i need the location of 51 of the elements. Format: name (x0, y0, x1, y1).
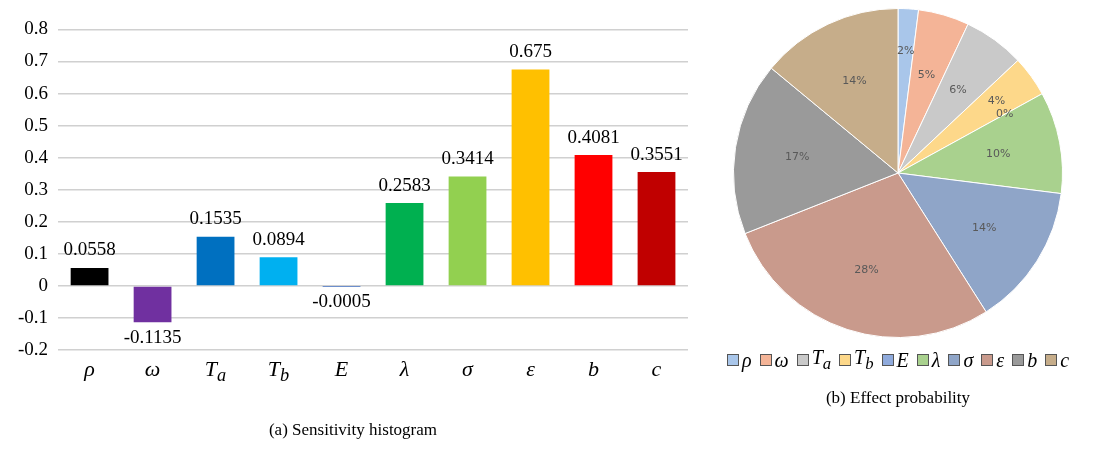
x-tick-label: c (650, 356, 663, 382)
text: (b) Effect probability (825, 388, 971, 408)
bar (574, 155, 613, 286)
data-label: 0.3551 (630, 142, 683, 164)
data-label: 14% (971, 220, 997, 234)
data-label: -0.1135 (123, 325, 182, 347)
y-tick-label: 0.6 (24, 81, 49, 103)
data-label: 28% (854, 262, 879, 276)
data-label: 2% (896, 44, 915, 58)
data-label: 10% (985, 146, 1011, 160)
y-tick-label: 0.2 (24, 209, 49, 231)
bar (511, 69, 550, 286)
x-tick-label: T$_{a}$ (203, 356, 228, 388)
data-label: -0.0005 (312, 290, 371, 312)
data-label: 0.0894 (252, 227, 306, 249)
data-label: 0.3414 (441, 146, 495, 168)
y-tick-label: 0.3 (24, 177, 49, 199)
bar (196, 236, 235, 286)
y-tick-label: -0.1 (18, 305, 49, 327)
x-tick-label: E (333, 356, 350, 382)
data-label: 17% (785, 149, 810, 163)
y-tick-label: 0.4 (24, 145, 49, 167)
y-tick-label: 0.7 (24, 49, 49, 71)
x-tick-label: ε (525, 356, 536, 382)
data-label: 0.1535 (189, 207, 242, 229)
bar (637, 172, 676, 286)
x-tick-label: ω (143, 356, 162, 382)
y-tick-label: 0.1 (24, 241, 49, 263)
data-label: 0.2583 (378, 173, 431, 195)
y-tick-label: 0.8 (24, 17, 49, 39)
y-tick-label: -0.2 (18, 337, 49, 359)
data-label: 5% (917, 67, 936, 81)
y-tick-label: 0 (38, 273, 49, 295)
y-tick-label: 0.5 (24, 113, 49, 135)
bar (385, 203, 424, 286)
x-tick-label: T$_{b}$ (266, 356, 291, 388)
bar (259, 257, 298, 286)
x-tick-label: ρ (82, 356, 96, 382)
data-label: 4% (987, 94, 1006, 108)
data-label: 6% (949, 83, 967, 97)
x-tick-label: σ (461, 356, 475, 382)
bar (70, 267, 109, 286)
data-label: 0.0558 (63, 238, 116, 260)
data-label: 0.4081 (567, 125, 620, 147)
text: (a) Sensitivity histogram (268, 420, 438, 440)
bar (448, 176, 487, 286)
x-tick-label: λ (398, 356, 411, 382)
bar (133, 286, 172, 323)
data-label: 0.675 (509, 39, 552, 61)
x-tick-label: b (587, 356, 600, 382)
data-label: 14% (842, 73, 867, 87)
